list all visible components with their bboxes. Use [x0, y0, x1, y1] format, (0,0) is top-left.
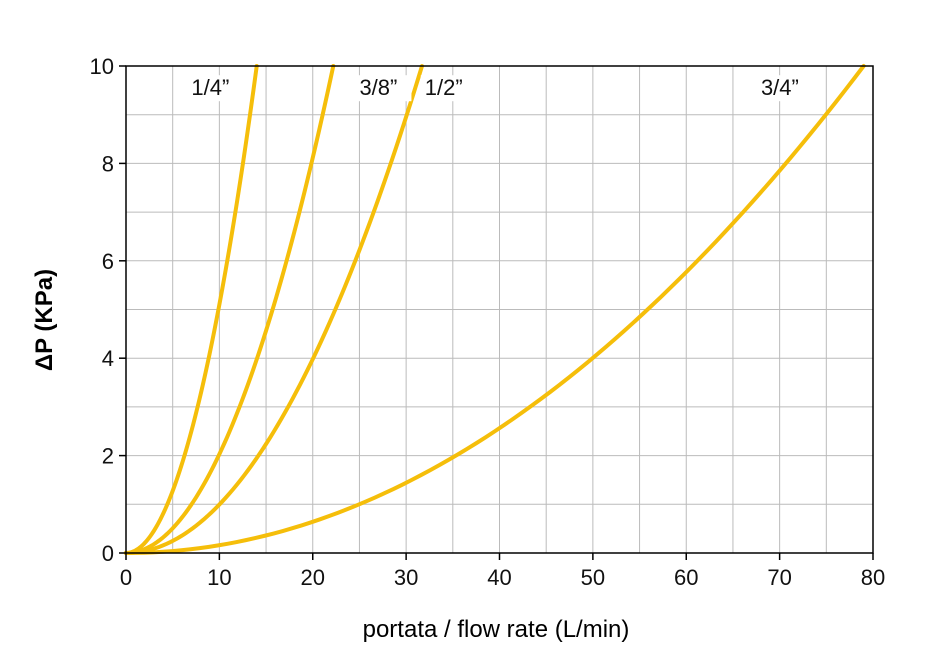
x-tick-label: 20: [301, 565, 325, 590]
grid: [125, 65, 874, 554]
y-tick-label: 8: [102, 151, 114, 176]
series-label-4: 3/4”: [761, 75, 799, 100]
series-label-2: 3/8”: [359, 75, 397, 100]
series-label-bg: [355, 75, 412, 102]
series-label-1: 1/4”: [191, 75, 229, 100]
x-tick-label: 10: [207, 565, 231, 590]
series-label-3: 1/2”: [425, 75, 463, 100]
y-tick-label: 2: [102, 444, 114, 469]
x-tick-label: 60: [674, 565, 698, 590]
x-axis-title: portata / flow rate (L/min): [363, 616, 630, 643]
x-tick-label: 80: [861, 565, 885, 590]
series-label-bg: [420, 75, 477, 102]
y-tick-label: 6: [102, 249, 114, 274]
curves: [124, 64, 866, 555]
x-tick-label: 40: [487, 565, 511, 590]
series-label-bg: [187, 75, 244, 102]
y-tick-label: 0: [102, 541, 114, 566]
y-tick-label: 10: [90, 54, 114, 79]
tick-labels: 0 10 20 30 40 50 60 70 80 0 2 4 6 8 10: [90, 54, 886, 590]
x-tick-label: 70: [767, 565, 791, 590]
y-tick-label: 4: [102, 346, 114, 371]
y-axis-title: ΔP (KPa): [31, 269, 58, 371]
series-label-bg: [756, 75, 813, 102]
series-labels: 1/4” 3/8” 1/2” 3/4”: [187, 75, 813, 102]
series-line-3: [124, 64, 424, 555]
x-tick-label: 50: [581, 565, 605, 590]
series-line-4: [124, 64, 866, 555]
axes: [119, 65, 874, 560]
x-tick-label: 30: [394, 565, 418, 590]
series-line-2: [124, 64, 336, 555]
series-line-1: [124, 64, 259, 555]
x-tick-label: 0: [120, 565, 132, 590]
